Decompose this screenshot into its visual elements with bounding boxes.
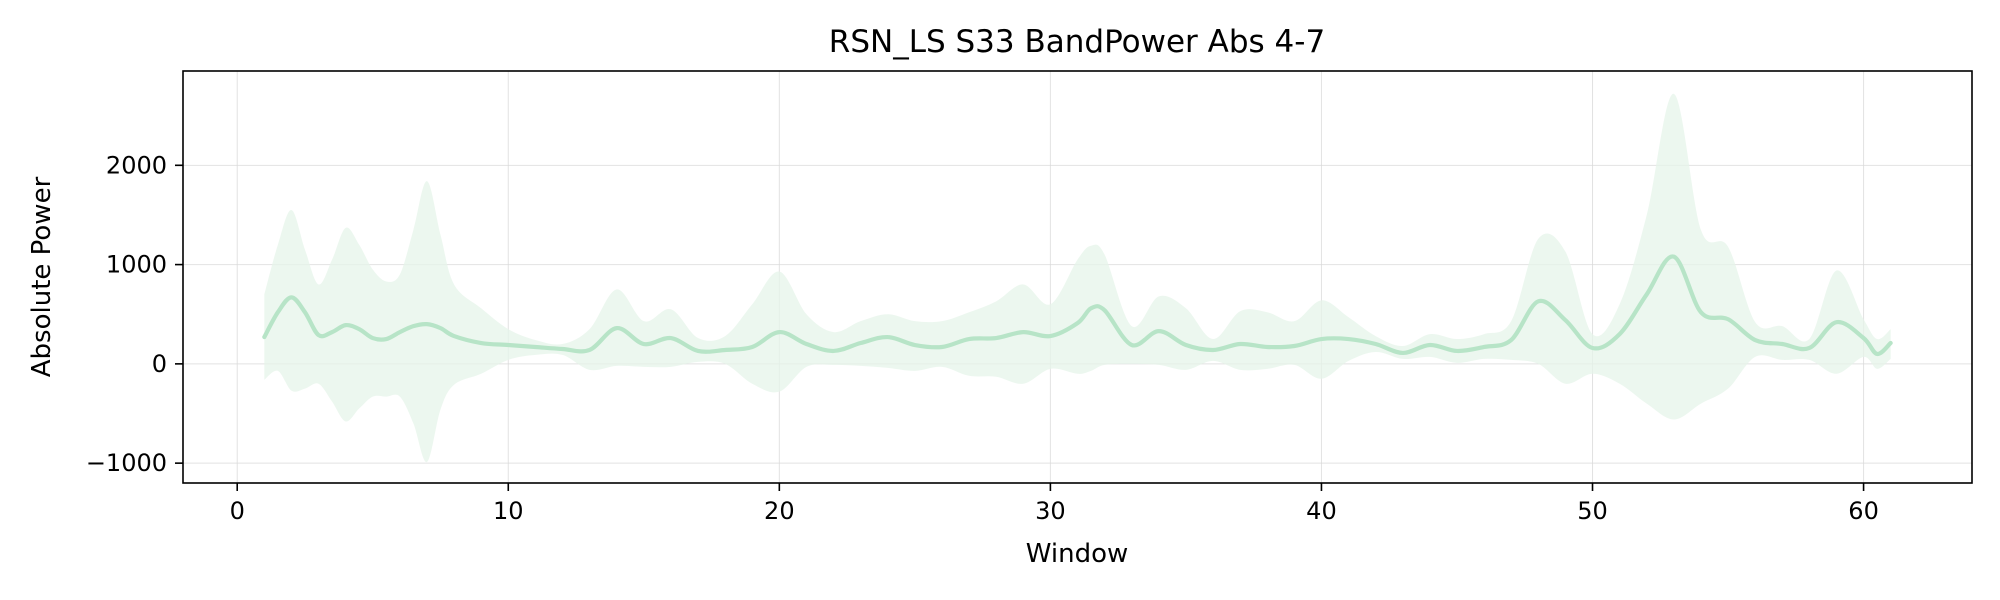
confidence-band-0 <box>264 93 1891 463</box>
y-tick-label-3: 2000 <box>106 151 167 179</box>
confidence-band-group <box>264 93 1891 463</box>
plot-area-frame <box>182 70 1973 484</box>
x-tick-label-0: 0 <box>230 497 245 525</box>
mean-line-group <box>262 254 1893 357</box>
x-tick-label-4: 40 <box>1306 497 1337 525</box>
y-tick-label-1: 0 <box>152 350 167 378</box>
x-tick-label-6: 60 <box>1848 497 1879 525</box>
x-tick-label-3: 30 <box>1035 497 1066 525</box>
x-axis-ticks: 0 10 20 30 40 50 60 <box>230 483 1879 525</box>
y-tick-label-2: 1000 <box>106 251 167 279</box>
y-axis-label: Absolute Power <box>27 176 57 377</box>
x-axis-label: Window <box>1026 539 1129 569</box>
y-tick-label-0: −1000 <box>86 449 167 477</box>
x-tick-label-1: 10 <box>493 497 524 525</box>
x-tick-label-2: 20 <box>764 497 795 525</box>
chart-title: RSN_LS S33 BandPower Abs 4-7 <box>829 24 1325 60</box>
y-axis-ticks: −1000 0 1000 2000 <box>86 151 183 477</box>
mean-series-line-0 <box>262 254 1893 357</box>
x-tick-label-5: 50 <box>1577 497 1608 525</box>
